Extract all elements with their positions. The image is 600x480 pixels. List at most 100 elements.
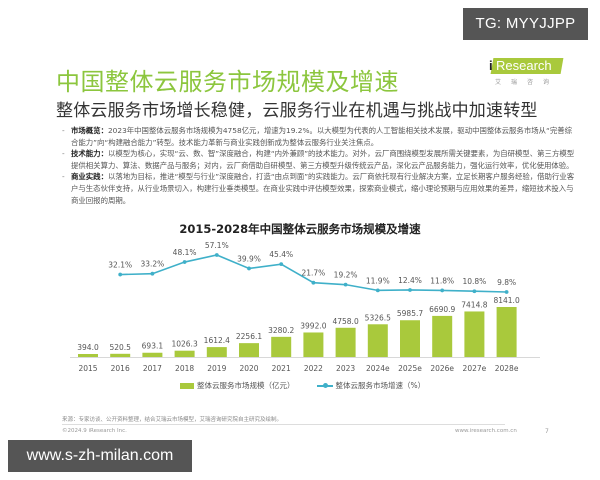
page-subtitle: 整体云服务市场增长稳健，云服务行业在机遇与挑战中加速转型 xyxy=(56,101,538,121)
growth-value-label: 33.2% xyxy=(140,260,164,269)
bar-value-label: 693.1 xyxy=(142,342,164,351)
bullet-label: 技术能力： xyxy=(71,149,108,159)
growth-point xyxy=(214,253,219,257)
bullet-text: 以模型为核心，实现“云、数、智”深度融合，构建“内外兼顾”的技术能力。对外，云厂… xyxy=(71,149,575,170)
logo-i-glyph: i xyxy=(489,58,493,73)
bar xyxy=(206,347,227,357)
growth-value-label: 9.8% xyxy=(497,278,516,287)
growth-value-label: 21.7% xyxy=(301,269,325,278)
page-number: 7 xyxy=(545,428,549,435)
bullet-label: 商业实践： xyxy=(71,172,108,182)
bullet-label: 市场概览： xyxy=(71,126,108,135)
bar xyxy=(464,311,485,357)
growth-value-label: 12.4% xyxy=(398,276,422,285)
growth-value-label: 45.4% xyxy=(269,250,293,259)
bar-value-label: 1026.3 xyxy=(171,340,197,349)
growth-value-label: 19.2% xyxy=(334,271,358,280)
growth-point xyxy=(150,271,155,276)
legend-bar-label: 整体云服务市场规模（亿元） xyxy=(197,381,295,390)
bullet-market-overview: - 市场概览：2023年中国整体云服务市场规模为4758亿元，增速为19.2%。… xyxy=(62,125,577,148)
footer-divider xyxy=(62,424,505,425)
x-tick-label: 2020 xyxy=(239,364,258,373)
growth-point xyxy=(279,262,284,267)
growth-point xyxy=(375,288,380,293)
x-tick-label: 2022 xyxy=(304,364,323,373)
growth-point xyxy=(408,288,412,292)
growth-value-label: 32.1% xyxy=(108,261,132,270)
bar xyxy=(303,332,324,357)
growth-point xyxy=(440,288,445,293)
bullet-dash-icon: - xyxy=(62,126,65,135)
growth-point xyxy=(343,282,348,287)
watermark-top: TG: MYYJJPP xyxy=(463,8,588,40)
growth-point xyxy=(311,280,316,285)
chart-legend: 整体云服务市场规模（亿元） 整体云服务市场增速（%） xyxy=(180,380,425,391)
bar xyxy=(335,327,356,357)
bar-value-label: 5985.7 xyxy=(397,309,423,318)
logo-brand-text: Research xyxy=(496,58,552,73)
page-title: 中国整体云服务市场规模及增速 xyxy=(56,68,399,96)
legend-bar-swatch-icon xyxy=(180,382,194,389)
legend-line-label: 整体云服务市场增速（%） xyxy=(335,381,426,390)
bar-value-label: 394.0 xyxy=(77,343,99,352)
bar-value-label: 1612.4 xyxy=(204,336,230,345)
x-tick-label: 2024e xyxy=(366,364,390,373)
bar xyxy=(496,307,517,357)
bar xyxy=(110,353,131,357)
bar xyxy=(367,324,388,357)
x-tick-label: 2025e xyxy=(398,364,422,373)
bar xyxy=(432,315,453,357)
bullet-dash-icon: - xyxy=(62,172,65,182)
website-link: www.iresearch.com.cn xyxy=(455,428,517,434)
x-tick-label: 2017 xyxy=(143,364,162,373)
bar xyxy=(400,320,420,357)
x-tick-label: 2027e xyxy=(463,364,487,373)
growth-value-label: 11.8% xyxy=(430,276,454,285)
bar-value-label: 6690.9 xyxy=(429,305,455,314)
bullet-business-practice: - 商业实践：以落地为目标，推进“模型与行业”深度融合，打造“由点到面”的实践能… xyxy=(62,171,577,206)
x-tick-label: 2016 xyxy=(111,364,130,373)
growth-value-label: 10.8% xyxy=(462,277,486,286)
source-note: 来源：专家访谈、公开资料整理，结合艾瑞云市场模型，艾瑞咨询研究院自主研究及绘制。 xyxy=(62,417,283,423)
bar-value-label: 3280.2 xyxy=(268,326,294,335)
logo-cn-text: 艾瑞咨询 xyxy=(495,79,560,86)
bar xyxy=(271,336,292,357)
x-tick-label: 2019 xyxy=(207,364,226,373)
growth-value-label: 57.1% xyxy=(205,241,229,250)
iresearch-logo: i Research 艾瑞咨询 xyxy=(489,58,582,88)
legend-line-swatch-icon xyxy=(316,383,333,388)
bar xyxy=(142,352,163,357)
bar-value-label: 4758.0 xyxy=(332,317,358,326)
x-tick-label: 2015 xyxy=(78,364,97,373)
bar-value-label: 8141.0 xyxy=(493,296,519,305)
bullet-text: 以落地为目标，推进“模型与行业”深度融合，打造“由点到面”的实践能力。云厂商依托… xyxy=(71,172,575,205)
x-tick-label: 2021 xyxy=(272,364,291,373)
bar-value-label: 7414.8 xyxy=(461,300,487,309)
watermark-bottom: www.s-zh-milan.com xyxy=(8,440,192,472)
bullet-dash-icon: - xyxy=(62,149,65,159)
growth-point xyxy=(504,290,509,294)
chart-title: 2015-2028年中国整体云服务市场规模及增速 xyxy=(179,222,421,236)
x-tick-label: 2028e xyxy=(495,364,519,373)
bullet-tech-capability: - 技术能力：以模型为核心，实现“云、数、智”深度融合，构建“内外兼顾”的技术能… xyxy=(62,148,577,171)
growth-point xyxy=(118,272,123,277)
growth-point xyxy=(247,266,251,271)
growth-point xyxy=(472,289,477,294)
x-tick-label: 2018 xyxy=(175,364,194,373)
bar-value-label: 520.5 xyxy=(109,343,131,352)
bar xyxy=(174,350,195,357)
bar-value-label: 2256.1 xyxy=(236,332,262,341)
growth-value-label: 11.9% xyxy=(366,276,390,285)
x-tick-label: 2023 xyxy=(336,364,355,373)
growth-value-label: 48.1% xyxy=(173,248,197,257)
bar-value-label: 3992.0 xyxy=(300,321,326,330)
bullet-text: 2023年中国整体云服务市场规模为4758亿元，增速为19.2%。以大模型为代表… xyxy=(71,126,572,147)
bar xyxy=(78,354,98,357)
combo-chart: 394.0 2015 520.5 2016 693.1 2017 1026.3 2018 161… xyxy=(70,241,540,373)
bar-value-label: 5326.5 xyxy=(365,313,391,322)
bar xyxy=(239,343,259,357)
growth-value-label: 39.9% xyxy=(237,254,261,263)
x-tick-label: 2026e xyxy=(430,364,454,373)
growth-point xyxy=(182,260,187,264)
copyright: ©2024.9 iResearch Inc. xyxy=(62,428,127,434)
